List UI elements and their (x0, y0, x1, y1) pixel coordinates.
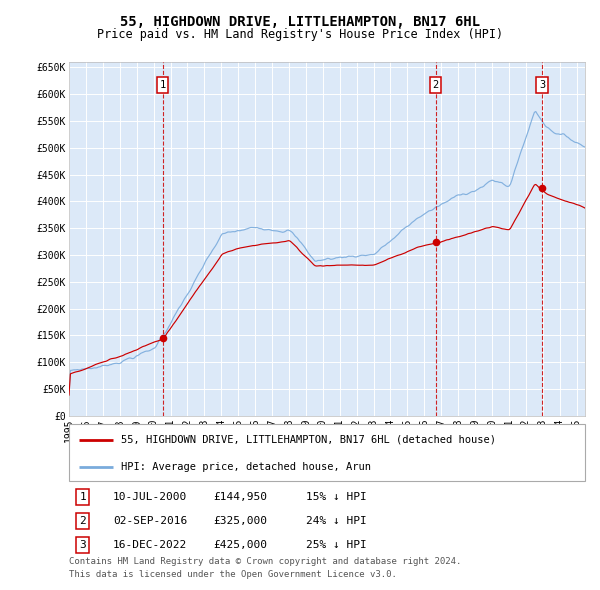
Text: HPI: Average price, detached house, Arun: HPI: Average price, detached house, Arun (121, 461, 371, 471)
Text: 55, HIGHDOWN DRIVE, LITTLEHAMPTON, BN17 6HL: 55, HIGHDOWN DRIVE, LITTLEHAMPTON, BN17 … (120, 15, 480, 29)
Text: 02-SEP-2016: 02-SEP-2016 (113, 516, 187, 526)
Text: £325,000: £325,000 (214, 516, 268, 526)
Text: 24% ↓ HPI: 24% ↓ HPI (307, 516, 367, 526)
Text: Contains HM Land Registry data © Crown copyright and database right 2024.: Contains HM Land Registry data © Crown c… (69, 558, 461, 566)
Text: 3: 3 (79, 540, 86, 550)
FancyBboxPatch shape (69, 424, 585, 481)
Text: 1: 1 (160, 80, 166, 90)
Text: 16-DEC-2022: 16-DEC-2022 (113, 540, 187, 550)
Text: 15% ↓ HPI: 15% ↓ HPI (307, 492, 367, 502)
Text: This data is licensed under the Open Government Licence v3.0.: This data is licensed under the Open Gov… (69, 571, 397, 579)
Text: 3: 3 (539, 80, 545, 90)
Text: 25% ↓ HPI: 25% ↓ HPI (307, 540, 367, 550)
Text: Price paid vs. HM Land Registry's House Price Index (HPI): Price paid vs. HM Land Registry's House … (97, 28, 503, 41)
Text: £425,000: £425,000 (214, 540, 268, 550)
Text: 2: 2 (433, 80, 439, 90)
Text: 10-JUL-2000: 10-JUL-2000 (113, 492, 187, 502)
Text: 55, HIGHDOWN DRIVE, LITTLEHAMPTON, BN17 6HL (detached house): 55, HIGHDOWN DRIVE, LITTLEHAMPTON, BN17 … (121, 435, 496, 445)
Text: £144,950: £144,950 (214, 492, 268, 502)
Text: 2: 2 (79, 516, 86, 526)
Text: 1: 1 (79, 492, 86, 502)
